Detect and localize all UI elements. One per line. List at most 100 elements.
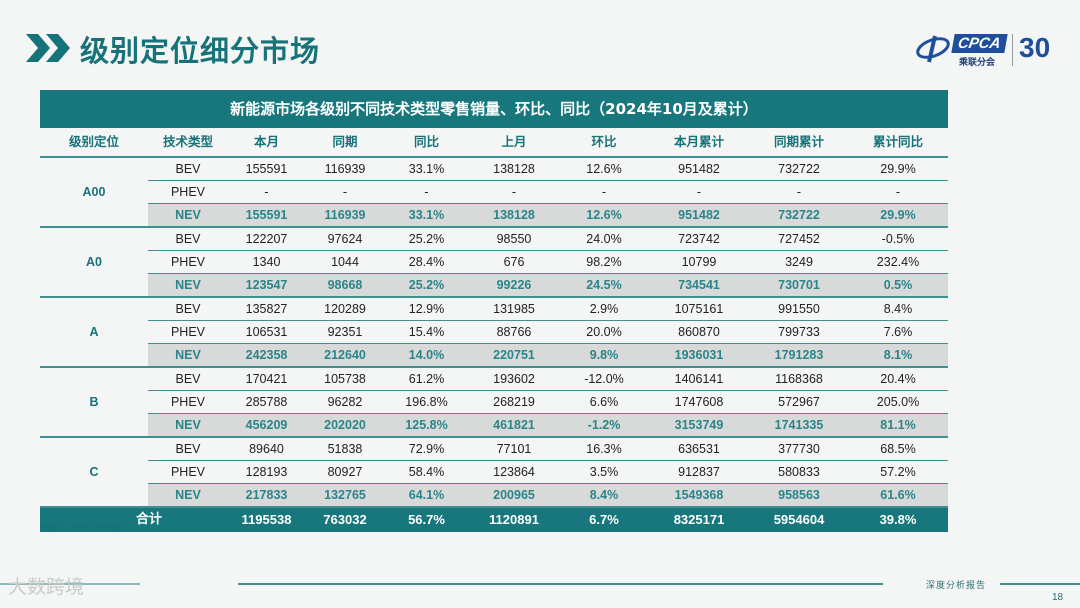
value-cell: 723742 [678, 232, 720, 246]
value-cell: 200965 [493, 488, 535, 502]
value-cell: - [511, 185, 517, 199]
value-cell: 96282 [327, 395, 363, 409]
value-cell: 12.6% [586, 208, 622, 222]
value-cell: 196.8% [405, 395, 448, 409]
tech-type-cell: NEV [175, 208, 201, 222]
tech-type-cell: PHEV [170, 395, 206, 409]
value-cell: 377730 [778, 442, 820, 456]
value-cell: 7.6% [883, 325, 913, 339]
level-label: A00 [82, 185, 106, 199]
value-cell: 77101 [496, 442, 532, 456]
tech-type-cell: NEV [175, 418, 201, 432]
column-header: 累计同比 [872, 134, 923, 149]
value-cell: 61.6% [880, 488, 916, 502]
column-header: 技术类型 [162, 134, 213, 149]
total-value-cell: 39.8% [879, 512, 917, 527]
value-cell: 29.9% [880, 162, 916, 176]
page-title: 级别定位细分市场 [80, 34, 321, 68]
tech-type-cell: PHEV [170, 255, 206, 269]
level-label: A0 [86, 255, 102, 269]
table-total-row: 合计 1195538 763032 56.7% 1120891 6.7% 8325171 5… [40, 508, 948, 532]
value-cell: 1791283 [774, 348, 824, 362]
value-cell: 958563 [778, 488, 820, 502]
value-cell: 8.4% [883, 302, 913, 316]
table-row: NEV 123547 98668 25.2% 99226 24.5% 734541 73070… [148, 274, 948, 296]
table-row: BEV 170421 105738 61.2% 193602 -12.0% 1406141 1… [148, 368, 948, 391]
value-cell: 97624 [327, 232, 363, 246]
value-cell: 15.4% [408, 325, 445, 339]
value-cell: 116939 [324, 162, 366, 176]
value-cell: 1075161 [674, 302, 724, 316]
table-row: PHEV 106531 92351 15.4% 88766 20.0% 860870 7997… [148, 321, 948, 344]
table-row: NEV 456209 202020 125.8% 461821 -1.2% 3153749 1… [148, 414, 948, 436]
value-cell: 116939 [324, 208, 366, 222]
table-header-row: 级别定位 技术类型 本月 同期 同比 上月 环比 本月累计 同期累计 累计同比 [40, 128, 948, 158]
value-cell: 57.2% [880, 465, 916, 479]
value-cell: 51838 [327, 442, 363, 456]
value-cell: 3.5% [589, 465, 619, 479]
value-cell: - [696, 185, 702, 199]
value-cell: 123864 [493, 465, 535, 479]
value-cell: 98550 [496, 232, 532, 246]
value-cell: 636531 [678, 442, 720, 456]
value-cell: 88766 [496, 325, 532, 339]
value-cell: - [264, 185, 269, 199]
value-cell: 81.1% [880, 418, 916, 432]
value-cell: 732722 [778, 162, 820, 176]
total-value-cell: 5954604 [773, 512, 825, 527]
value-cell: - [601, 185, 607, 199]
tech-type-cell: BEV [175, 162, 201, 176]
table-row: NEV 242358 212640 14.0% 220751 9.8% 1936031 179… [148, 344, 948, 366]
tech-type-cell: BEV [175, 442, 201, 456]
value-cell: 1936031 [674, 348, 724, 362]
table-row: BEV 135827 120289 12.9% 131985 2.9% 1075161 991… [148, 298, 948, 321]
value-cell: 68.5% [880, 442, 916, 456]
table-row: PHEV - - - - - - - - [148, 181, 948, 204]
table-title: 新能源市场各级别不同技术类型零售销量、环比、同比（2024年10月及累计） [40, 90, 948, 128]
value-cell: 1044 [331, 255, 359, 269]
tech-type-cell: BEV [175, 232, 201, 246]
table-row: BEV 155591 116939 33.1% 138128 12.6% 951482 732… [148, 158, 948, 181]
value-cell: 0.5% [883, 278, 913, 292]
column-header: 级别定位 [68, 134, 119, 149]
watermark: 大数跨境 [8, 576, 85, 598]
value-cell: 8.1% [883, 348, 913, 362]
value-cell: 727452 [778, 232, 820, 246]
logo-text: CPCA [951, 34, 1008, 53]
level-label: A [89, 325, 99, 339]
total-value-cell: 1195538 [241, 512, 292, 527]
tech-type-cell: NEV [175, 278, 201, 292]
tech-type-cell: BEV [175, 372, 201, 386]
report-label: 深度分析报告 [926, 580, 987, 590]
value-cell: 98668 [327, 278, 363, 292]
footer-line [0, 583, 1080, 585]
level-label: C [89, 465, 99, 479]
value-cell: 202020 [324, 418, 366, 432]
logo-subtext: 乘联分会 [959, 57, 996, 67]
column-header: 同期 [332, 134, 358, 149]
value-cell: - [796, 185, 802, 199]
anniversary-badge: 30 [1019, 32, 1051, 63]
value-cell: 732722 [778, 208, 820, 222]
column-header: 同期累计 [773, 134, 824, 149]
value-cell: 3249 [785, 255, 813, 269]
tech-type-cell: PHEV [170, 185, 206, 199]
value-cell: 799733 [778, 325, 820, 339]
value-cell: 268219 [493, 395, 535, 409]
value-cell: - [342, 185, 348, 199]
value-cell: 92351 [327, 325, 363, 339]
value-cell: 580833 [778, 465, 820, 479]
level-group: A BEV 135827 120289 12.9% 131985 2.9% 1075161 99… [40, 298, 948, 368]
value-cell: 99226 [496, 278, 532, 292]
total-value-cell: 56.7% [408, 512, 445, 527]
value-cell: - [424, 185, 429, 199]
value-cell: 155591 [245, 208, 288, 222]
table-row: BEV 122207 97624 25.2% 98550 24.0% 723742 72745… [148, 228, 948, 251]
value-cell: 132765 [324, 488, 366, 502]
value-cell: 242358 [245, 348, 288, 362]
value-cell: 170421 [245, 372, 288, 386]
column-header: 上月 [501, 134, 527, 149]
total-label: 合计 [135, 512, 162, 527]
value-cell: 98.2% [586, 255, 622, 269]
total-value-cell: 8325171 [673, 512, 725, 527]
